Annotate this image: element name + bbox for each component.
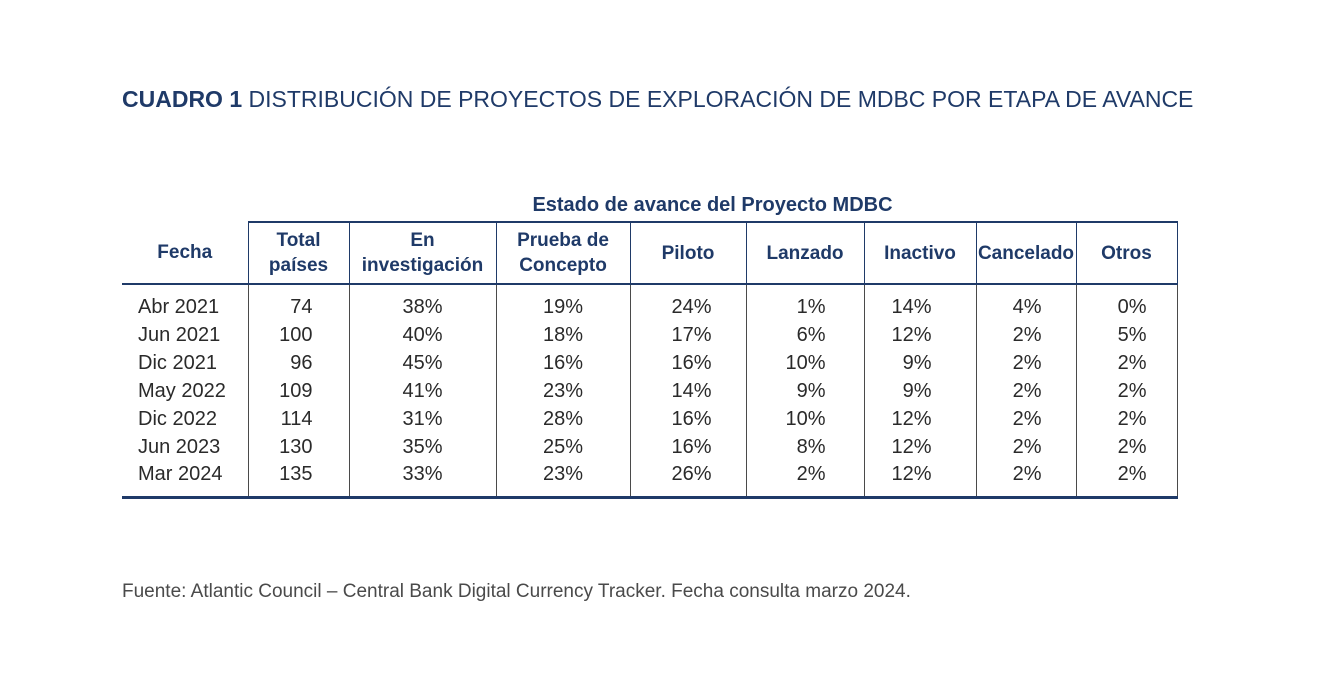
cell-total: 100 xyxy=(247,321,349,350)
header-cancelado: Cancelado xyxy=(975,221,1076,285)
cell-total: 130 xyxy=(247,433,349,462)
header-prueba-line2: Concepto xyxy=(519,255,607,276)
cell-fecha: May 2022 xyxy=(138,379,226,402)
cell-inactivo: 12% xyxy=(863,461,976,490)
cell-lanzado: 1% xyxy=(745,294,864,322)
cell-inactivo: 12% xyxy=(863,321,976,350)
header-total-line2: países xyxy=(268,255,329,276)
table-row: May 2022 109 41% 23% 14% 9% 9% 2% 2% xyxy=(122,377,1178,406)
cell-prueba: 23% xyxy=(495,461,630,490)
cell-investigacion: 33% xyxy=(348,461,496,490)
cell-cancelado: 2% xyxy=(975,461,1076,490)
header-total-line1: Total xyxy=(276,230,321,251)
cell-total: 74 xyxy=(247,294,349,322)
cell-cancelado: 2% xyxy=(975,433,1076,462)
cell-lanzado: 2% xyxy=(745,461,864,490)
header-investigacion: En investigación xyxy=(348,221,496,285)
cell-prueba: 19% xyxy=(495,294,630,322)
spacer-row xyxy=(122,284,1178,294)
cell-lanzado: 6% xyxy=(745,321,864,350)
cell-fecha: Mar 2024 xyxy=(138,463,223,486)
cell-cancelado: 2% xyxy=(975,349,1076,378)
table-row: Jun 2023 130 35% 25% 16% 8% 12% 2% 2% xyxy=(122,433,1178,462)
header-prueba-line1: Prueba de xyxy=(517,230,609,251)
cell-fecha: Abr 2021 xyxy=(138,296,220,318)
source-note: Fuente: Atlantic Council – Central Bank … xyxy=(122,581,911,602)
table-row: Mar 2024 135 33% 23% 26% 2% 12% 2% 2% xyxy=(122,461,1178,490)
cell-investigacion: 45% xyxy=(348,349,496,378)
cell-inactivo: 9% xyxy=(863,349,976,378)
cell-total: 109 xyxy=(247,377,349,406)
cell-lanzado: 10% xyxy=(745,349,864,378)
header-piloto: Piloto xyxy=(629,221,746,285)
cell-cancelado: 2% xyxy=(975,405,1076,434)
table-row: Jun 2021 100 40% 18% 17% 6% 12% 2% 5% xyxy=(122,321,1178,350)
cell-investigacion: 38% xyxy=(348,294,496,322)
cell-investigacion: 40% xyxy=(348,321,496,350)
cell-cancelado: 4% xyxy=(975,294,1076,322)
cell-inactivo: 12% xyxy=(863,405,976,434)
table-row: Dic 2022 114 31% 28% 16% 10% 12% 2% 2% xyxy=(122,405,1178,434)
cell-otros: 2% xyxy=(1075,433,1178,462)
cell-otros: 0% xyxy=(1075,294,1178,322)
cell-fecha: Jun 2021 xyxy=(138,323,221,346)
table-row: Dic 2021 96 45% 16% 16% 10% 9% 2% 2% xyxy=(122,349,1178,378)
cell-piloto: 24% xyxy=(629,294,746,322)
header-investigacion-line2: investigación xyxy=(361,255,484,276)
table-title-label: CUADRO 1 xyxy=(122,86,243,112)
cell-inactivo: 12% xyxy=(863,433,976,462)
data-table: Fecha Total países En investigación Prueba… xyxy=(122,221,1178,500)
header-otros: Otros xyxy=(1075,221,1178,285)
header-inactivo: Inactivo xyxy=(863,221,976,285)
table-row: Abr 2021 74 38% 19% 24% 1% 14% 4% 0% xyxy=(122,294,1178,322)
cell-otros: 2% xyxy=(1075,461,1178,490)
table-bottom-rule xyxy=(122,489,1178,500)
cell-otros: 5% xyxy=(1075,321,1178,350)
cell-prueba: 28% xyxy=(495,405,630,434)
header-lanzado: Lanzado xyxy=(745,221,864,285)
cell-piloto: 16% xyxy=(629,433,746,462)
cell-inactivo: 9% xyxy=(863,377,976,406)
cell-total: 114 xyxy=(247,405,349,434)
cell-investigacion: 41% xyxy=(348,377,496,406)
cell-total: 96 xyxy=(247,349,349,378)
cell-prueba: 16% xyxy=(495,349,630,378)
cell-cancelado: 2% xyxy=(975,377,1076,406)
cell-piloto: 14% xyxy=(629,377,746,406)
cell-otros: 2% xyxy=(1075,405,1178,434)
cell-prueba: 18% xyxy=(495,321,630,350)
header-fecha: Fecha xyxy=(122,222,248,285)
cell-fecha: Dic 2021 xyxy=(138,351,217,374)
group-header: Estado de avance del Proyecto MDBC xyxy=(532,194,893,216)
cell-fecha: Jun 2023 xyxy=(138,435,221,458)
table-title: CUADRO 1 DISTRIBUCIÓN DE PROYECTOS DE EX… xyxy=(122,86,1193,113)
cell-fecha: Dic 2022 xyxy=(138,407,217,430)
cell-total: 135 xyxy=(247,461,349,490)
header-investigacion-line1: En xyxy=(410,230,435,251)
cell-piloto: 17% xyxy=(629,321,746,350)
cell-prueba: 25% xyxy=(495,433,630,462)
cell-otros: 2% xyxy=(1075,349,1178,378)
cell-inactivo: 14% xyxy=(863,294,976,322)
cell-lanzado: 8% xyxy=(745,433,864,462)
cell-prueba: 23% xyxy=(495,377,630,406)
cell-lanzado: 10% xyxy=(745,405,864,434)
header-prueba: Prueba de Concepto xyxy=(495,221,630,285)
cell-lanzado: 9% xyxy=(745,377,864,406)
header-total: Total países xyxy=(247,221,349,285)
table-title-text: DISTRIBUCIÓN DE PROYECTOS DE EXPLORACIÓN… xyxy=(242,86,1194,112)
cell-piloto: 16% xyxy=(629,405,746,434)
cell-otros: 2% xyxy=(1075,377,1178,406)
cell-investigacion: 35% xyxy=(348,433,496,462)
header-row: Fecha Total países En investigación Prueba… xyxy=(122,221,1178,285)
cell-piloto: 16% xyxy=(629,349,746,378)
cell-piloto: 26% xyxy=(629,461,746,490)
cell-cancelado: 2% xyxy=(975,321,1076,350)
cell-investigacion: 31% xyxy=(348,405,496,434)
